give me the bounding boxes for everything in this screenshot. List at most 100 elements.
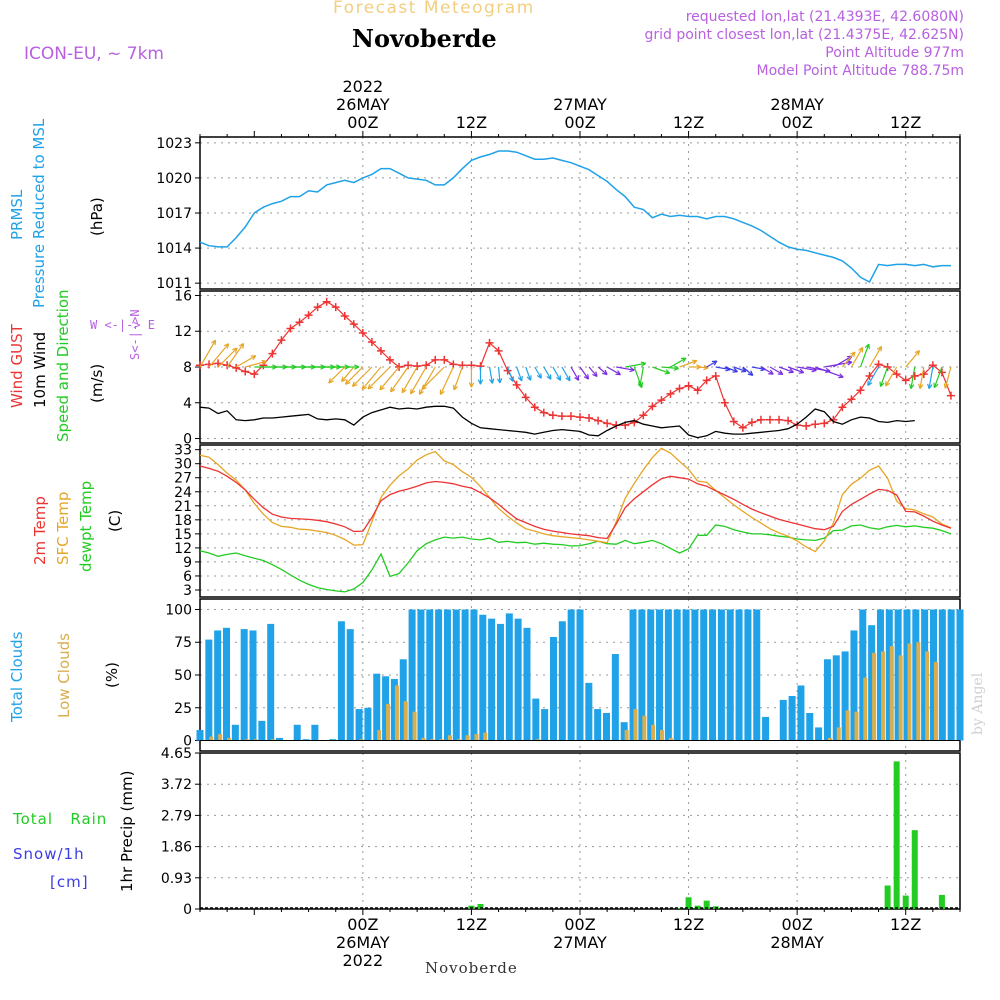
total-clouds-bar	[832, 655, 840, 741]
temp-ytick-label: 18	[174, 513, 192, 529]
total-clouds-label: Total Clouds	[8, 631, 26, 722]
bottom-time-label: 26MAY	[336, 933, 390, 952]
wind-arrow-head	[615, 370, 621, 376]
bottom-time-label: 12Z	[673, 915, 704, 934]
wind-gust-marker	[539, 408, 548, 417]
total-clouds-bar	[223, 627, 231, 741]
wind-arrow-head	[732, 367, 738, 373]
total-clouds-bar	[399, 659, 407, 741]
low-clouds-bar	[536, 739, 541, 741]
total-clouds-bar	[744, 609, 752, 741]
total-clouds-bar	[726, 609, 734, 741]
low-clouds-bar	[898, 655, 903, 741]
wind-gust-marker	[702, 376, 711, 385]
requested-coords: requested lon,lat (21.4393E, 42.6080N)	[685, 9, 964, 25]
wind-arrow-head	[918, 383, 924, 390]
rain-bar	[685, 897, 692, 909]
wind-gust-marker	[802, 422, 811, 431]
total-clouds-bar	[841, 651, 849, 741]
wind-gust-marker	[196, 361, 204, 370]
wind-arrow	[488, 366, 493, 384]
wind-arrow	[625, 362, 646, 368]
total-clouds-bar	[717, 609, 725, 741]
total-clouds-bar	[337, 621, 345, 741]
total-clouds-bar	[276, 737, 284, 741]
total-clouds-bar	[417, 609, 425, 741]
total-clouds-bar	[753, 609, 761, 741]
wind-arrow	[525, 366, 532, 381]
wind-gust-marker	[594, 416, 603, 425]
wind-gust-marker	[856, 386, 865, 395]
total-rain-label: Total Rain	[13, 810, 107, 828]
wind-arrow	[885, 366, 898, 387]
low-clouds-bar	[668, 737, 673, 741]
wind-arrow	[217, 347, 238, 368]
wind-gust-marker	[304, 311, 313, 320]
low-clouds-label: Low Clouds	[55, 633, 73, 718]
low-clouds-bar	[907, 643, 912, 741]
total-clouds-bar	[673, 609, 681, 741]
wind-arrow-head	[640, 361, 647, 367]
wind-arrow-head	[629, 366, 635, 373]
wind-gust-marker	[684, 381, 693, 390]
wind-gust-marker	[548, 411, 557, 420]
wind-gust-marker	[386, 355, 394, 364]
total-clouds-bar	[249, 630, 257, 741]
low-clouds-bar	[244, 739, 249, 741]
wind-arrow	[379, 366, 400, 391]
total-clouds-bar	[302, 739, 310, 741]
total-clouds-bar	[638, 609, 646, 741]
total-clouds-bar	[709, 609, 717, 741]
temp-ytick-label: 24	[174, 485, 192, 501]
low-clouds-bar	[447, 735, 452, 741]
top-time-label: 26MAY	[336, 95, 390, 114]
wind-arrow	[715, 366, 731, 371]
wind-gust-marker	[693, 386, 702, 395]
total-clouds-bar	[921, 609, 929, 741]
wind-arrow-head	[367, 384, 373, 390]
wind-gust-marker	[431, 355, 440, 364]
rain-bar	[911, 830, 918, 909]
low-clouds-bar	[916, 642, 921, 741]
wind-arrow	[421, 366, 445, 390]
wind-arrow	[670, 357, 687, 368]
wind-arrow	[879, 366, 889, 387]
low-clouds-bar	[465, 735, 470, 741]
wind-gust-marker	[639, 411, 648, 420]
wind-arrow-head	[768, 369, 774, 375]
wind-arrow	[367, 366, 391, 390]
wind-arrow-head	[879, 381, 885, 387]
total-clouds-bar	[470, 609, 478, 741]
total-clouds-bar	[214, 630, 222, 741]
wind-speed-direction-label: Speed and Direction	[54, 289, 72, 442]
wind-arrow	[410, 366, 427, 395]
wind-arrow	[661, 366, 679, 370]
watermark: by Angel	[970, 672, 986, 735]
low-clouds-bar	[377, 730, 382, 741]
temp-ytick-label: 3	[183, 583, 192, 599]
wind-gust-marker	[367, 337, 376, 346]
wind-arrow	[797, 366, 817, 371]
wind-arrow-head	[223, 343, 230, 349]
temp-2m-label: 2m Temp	[31, 496, 49, 565]
sfc-temp-line	[199, 447, 952, 553]
wind-unit: (m/s)	[88, 363, 106, 403]
low-clouds-bar	[827, 737, 832, 741]
low-clouds-bar	[660, 730, 665, 741]
top-time-label: 00Z	[564, 113, 595, 132]
wind-gust-marker	[440, 355, 449, 364]
wind-gust-marker	[666, 389, 675, 398]
clouds-unit: (%)	[103, 662, 121, 688]
rain-bar	[902, 895, 909, 909]
total-clouds-bar	[382, 676, 390, 741]
wind-arrow-head	[838, 373, 844, 379]
total-clouds-bar	[258, 720, 266, 741]
precip-ytick-label: 1.86	[161, 840, 192, 856]
wind-gust-marker	[847, 395, 856, 404]
total-clouds-bar	[823, 659, 831, 741]
total-clouds-bar	[576, 609, 584, 741]
wind-arrow	[597, 366, 608, 376]
wind-arrow	[579, 366, 589, 380]
wind-arrow	[697, 366, 709, 369]
wind-gust-marker	[340, 312, 349, 321]
